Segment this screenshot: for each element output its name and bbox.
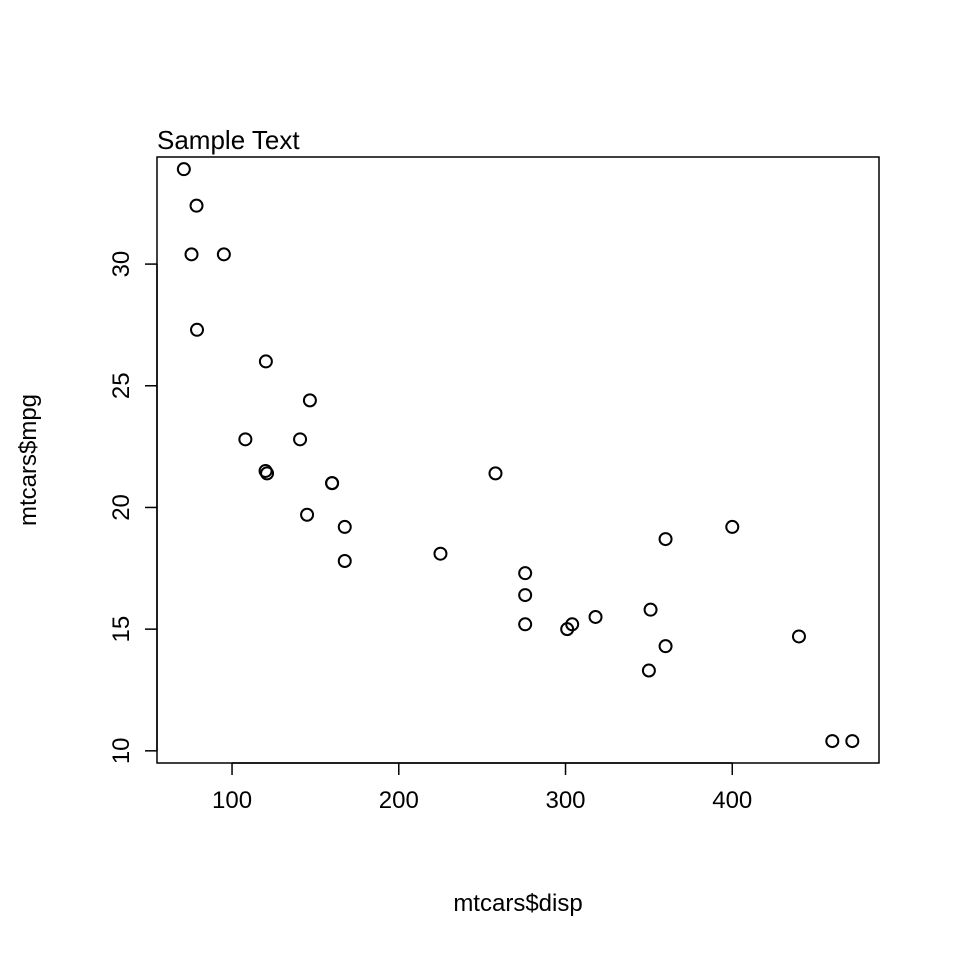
data-point: [588, 609, 603, 624]
x-axis-title: mtcars$disp: [453, 890, 582, 917]
data-point: [825, 734, 840, 749]
y-tick-label: 15: [108, 616, 135, 643]
x-tick-label: 300: [545, 787, 585, 814]
x-tick-label: 400: [712, 787, 752, 814]
data-point: [641, 663, 656, 678]
y-axis-title: mtcars$mpg: [15, 394, 42, 526]
plot-frame: [156, 156, 880, 764]
data-point: [176, 162, 191, 177]
data-point: [293, 432, 308, 447]
data-points: [176, 162, 860, 749]
x-axis: 100 200 300 400: [212, 762, 752, 814]
chart-title: Sample Text: [157, 125, 300, 155]
data-point: [725, 519, 740, 534]
data-point: [300, 507, 315, 522]
data-point: [518, 588, 533, 603]
data-point: [337, 554, 352, 568]
data-point: [260, 466, 275, 481]
data-point: [184, 247, 199, 262]
x-tick-label: 200: [379, 787, 419, 814]
data-point: [518, 617, 533, 632]
y-tick-label: 20: [108, 494, 135, 521]
data-point: [190, 322, 205, 337]
data-point: [658, 639, 673, 654]
data-point: [258, 354, 273, 369]
data-point: [643, 602, 658, 617]
data-point: [845, 734, 860, 749]
y-axis: 10 15 20 25 30: [108, 251, 158, 764]
data-point: [238, 432, 253, 447]
data-point: [433, 546, 448, 561]
data-point: [518, 566, 533, 581]
data-point: [658, 532, 673, 547]
y-tick-label: 10: [108, 737, 135, 764]
data-point: [325, 476, 340, 491]
data-point: [560, 622, 575, 637]
y-tick-label: 30: [108, 251, 135, 278]
data-point: [488, 466, 503, 481]
data-point: [189, 198, 204, 213]
data-point: [216, 247, 231, 262]
data-point: [302, 393, 317, 408]
data-point: [791, 629, 806, 644]
data-point: [337, 519, 352, 534]
x-tick-label: 100: [212, 787, 252, 814]
y-tick-label: 25: [108, 372, 135, 399]
